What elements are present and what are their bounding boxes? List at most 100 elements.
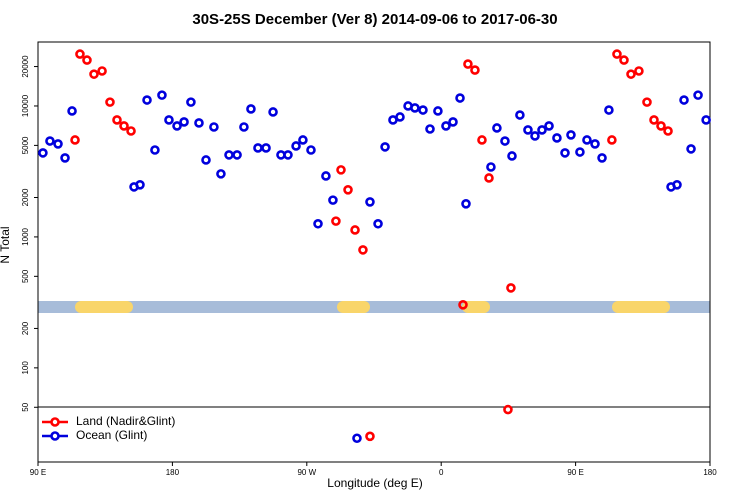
point	[395, 112, 405, 122]
point	[365, 197, 375, 207]
point	[656, 121, 666, 131]
point	[186, 97, 196, 107]
land-band	[75, 301, 133, 313]
point	[552, 133, 562, 143]
point	[358, 245, 368, 255]
point	[544, 121, 554, 131]
point	[60, 153, 70, 163]
point	[239, 122, 249, 132]
point	[306, 145, 316, 155]
point	[142, 95, 152, 105]
point	[89, 69, 99, 79]
y-tick-label: 100	[21, 361, 30, 375]
point	[216, 169, 226, 179]
point	[291, 141, 301, 151]
point	[686, 144, 696, 154]
point	[126, 126, 136, 136]
point	[693, 90, 703, 100]
point	[663, 126, 673, 136]
point	[313, 218, 323, 229]
point	[112, 115, 122, 125]
point	[500, 136, 510, 146]
track-band	[38, 301, 710, 313]
point	[365, 431, 375, 442]
point	[425, 124, 435, 134]
ocean-band	[38, 301, 710, 313]
point	[283, 150, 293, 160]
x-tick-label: 90 W	[297, 468, 316, 477]
point	[642, 97, 652, 107]
point	[672, 180, 682, 190]
point	[328, 195, 338, 205]
point	[515, 110, 525, 120]
point	[649, 115, 659, 125]
point	[503, 404, 513, 415]
point	[484, 173, 494, 183]
point	[477, 135, 487, 145]
point	[232, 150, 242, 160]
point	[492, 123, 502, 133]
point	[135, 180, 145, 190]
legend-label: Land (Nadir&Glint)	[76, 414, 175, 428]
y-tick-label: 5000	[21, 136, 30, 154]
point	[352, 433, 362, 444]
point	[634, 66, 644, 76]
y-tick-label: 200	[21, 321, 30, 335]
point	[164, 115, 174, 125]
x-tick-label: 180	[703, 468, 717, 477]
point	[463, 59, 473, 69]
point	[537, 125, 547, 135]
point	[575, 147, 585, 157]
x-tick-label: 180	[166, 468, 180, 477]
point	[461, 199, 471, 209]
point	[486, 162, 496, 172]
point	[75, 49, 85, 59]
point	[441, 121, 451, 131]
point	[523, 125, 533, 135]
point	[209, 122, 219, 132]
x-tick-label: 90 E	[567, 468, 583, 477]
point	[343, 184, 353, 195]
legend-marker	[50, 431, 60, 441]
point	[597, 153, 607, 163]
legend-label: Ocean (Glint)	[76, 428, 147, 442]
point	[119, 121, 129, 131]
plot-frame	[37, 41, 711, 463]
x-tick-label: 90 E	[30, 468, 46, 477]
point	[626, 69, 636, 79]
point	[321, 171, 331, 181]
point	[70, 135, 80, 145]
y-tick-label: 10000	[21, 94, 30, 117]
point	[604, 105, 614, 115]
point	[418, 105, 428, 115]
point	[268, 107, 278, 117]
point	[45, 136, 55, 146]
point	[53, 139, 63, 149]
point	[448, 117, 458, 127]
point	[507, 151, 517, 161]
point	[455, 93, 465, 103]
chart-title: 30S-25S December (Ver 8) 2014-09-06 to 2…	[192, 11, 557, 28]
point	[331, 216, 341, 226]
land-band	[462, 301, 490, 313]
point	[38, 148, 48, 158]
point	[410, 103, 420, 113]
point	[380, 142, 390, 152]
point	[350, 225, 360, 235]
point	[179, 117, 189, 127]
point	[253, 143, 263, 153]
y-tick-label: 50	[21, 402, 30, 411]
y-tick-label: 1000	[21, 227, 30, 245]
point	[701, 115, 711, 125]
point	[261, 143, 271, 153]
point	[194, 118, 204, 128]
point	[560, 148, 570, 158]
y-tick-label: 20000	[21, 55, 30, 78]
point	[224, 150, 234, 160]
point	[246, 104, 256, 114]
point	[82, 55, 92, 65]
land-band	[337, 301, 370, 313]
point	[458, 300, 468, 310]
point	[582, 135, 592, 145]
